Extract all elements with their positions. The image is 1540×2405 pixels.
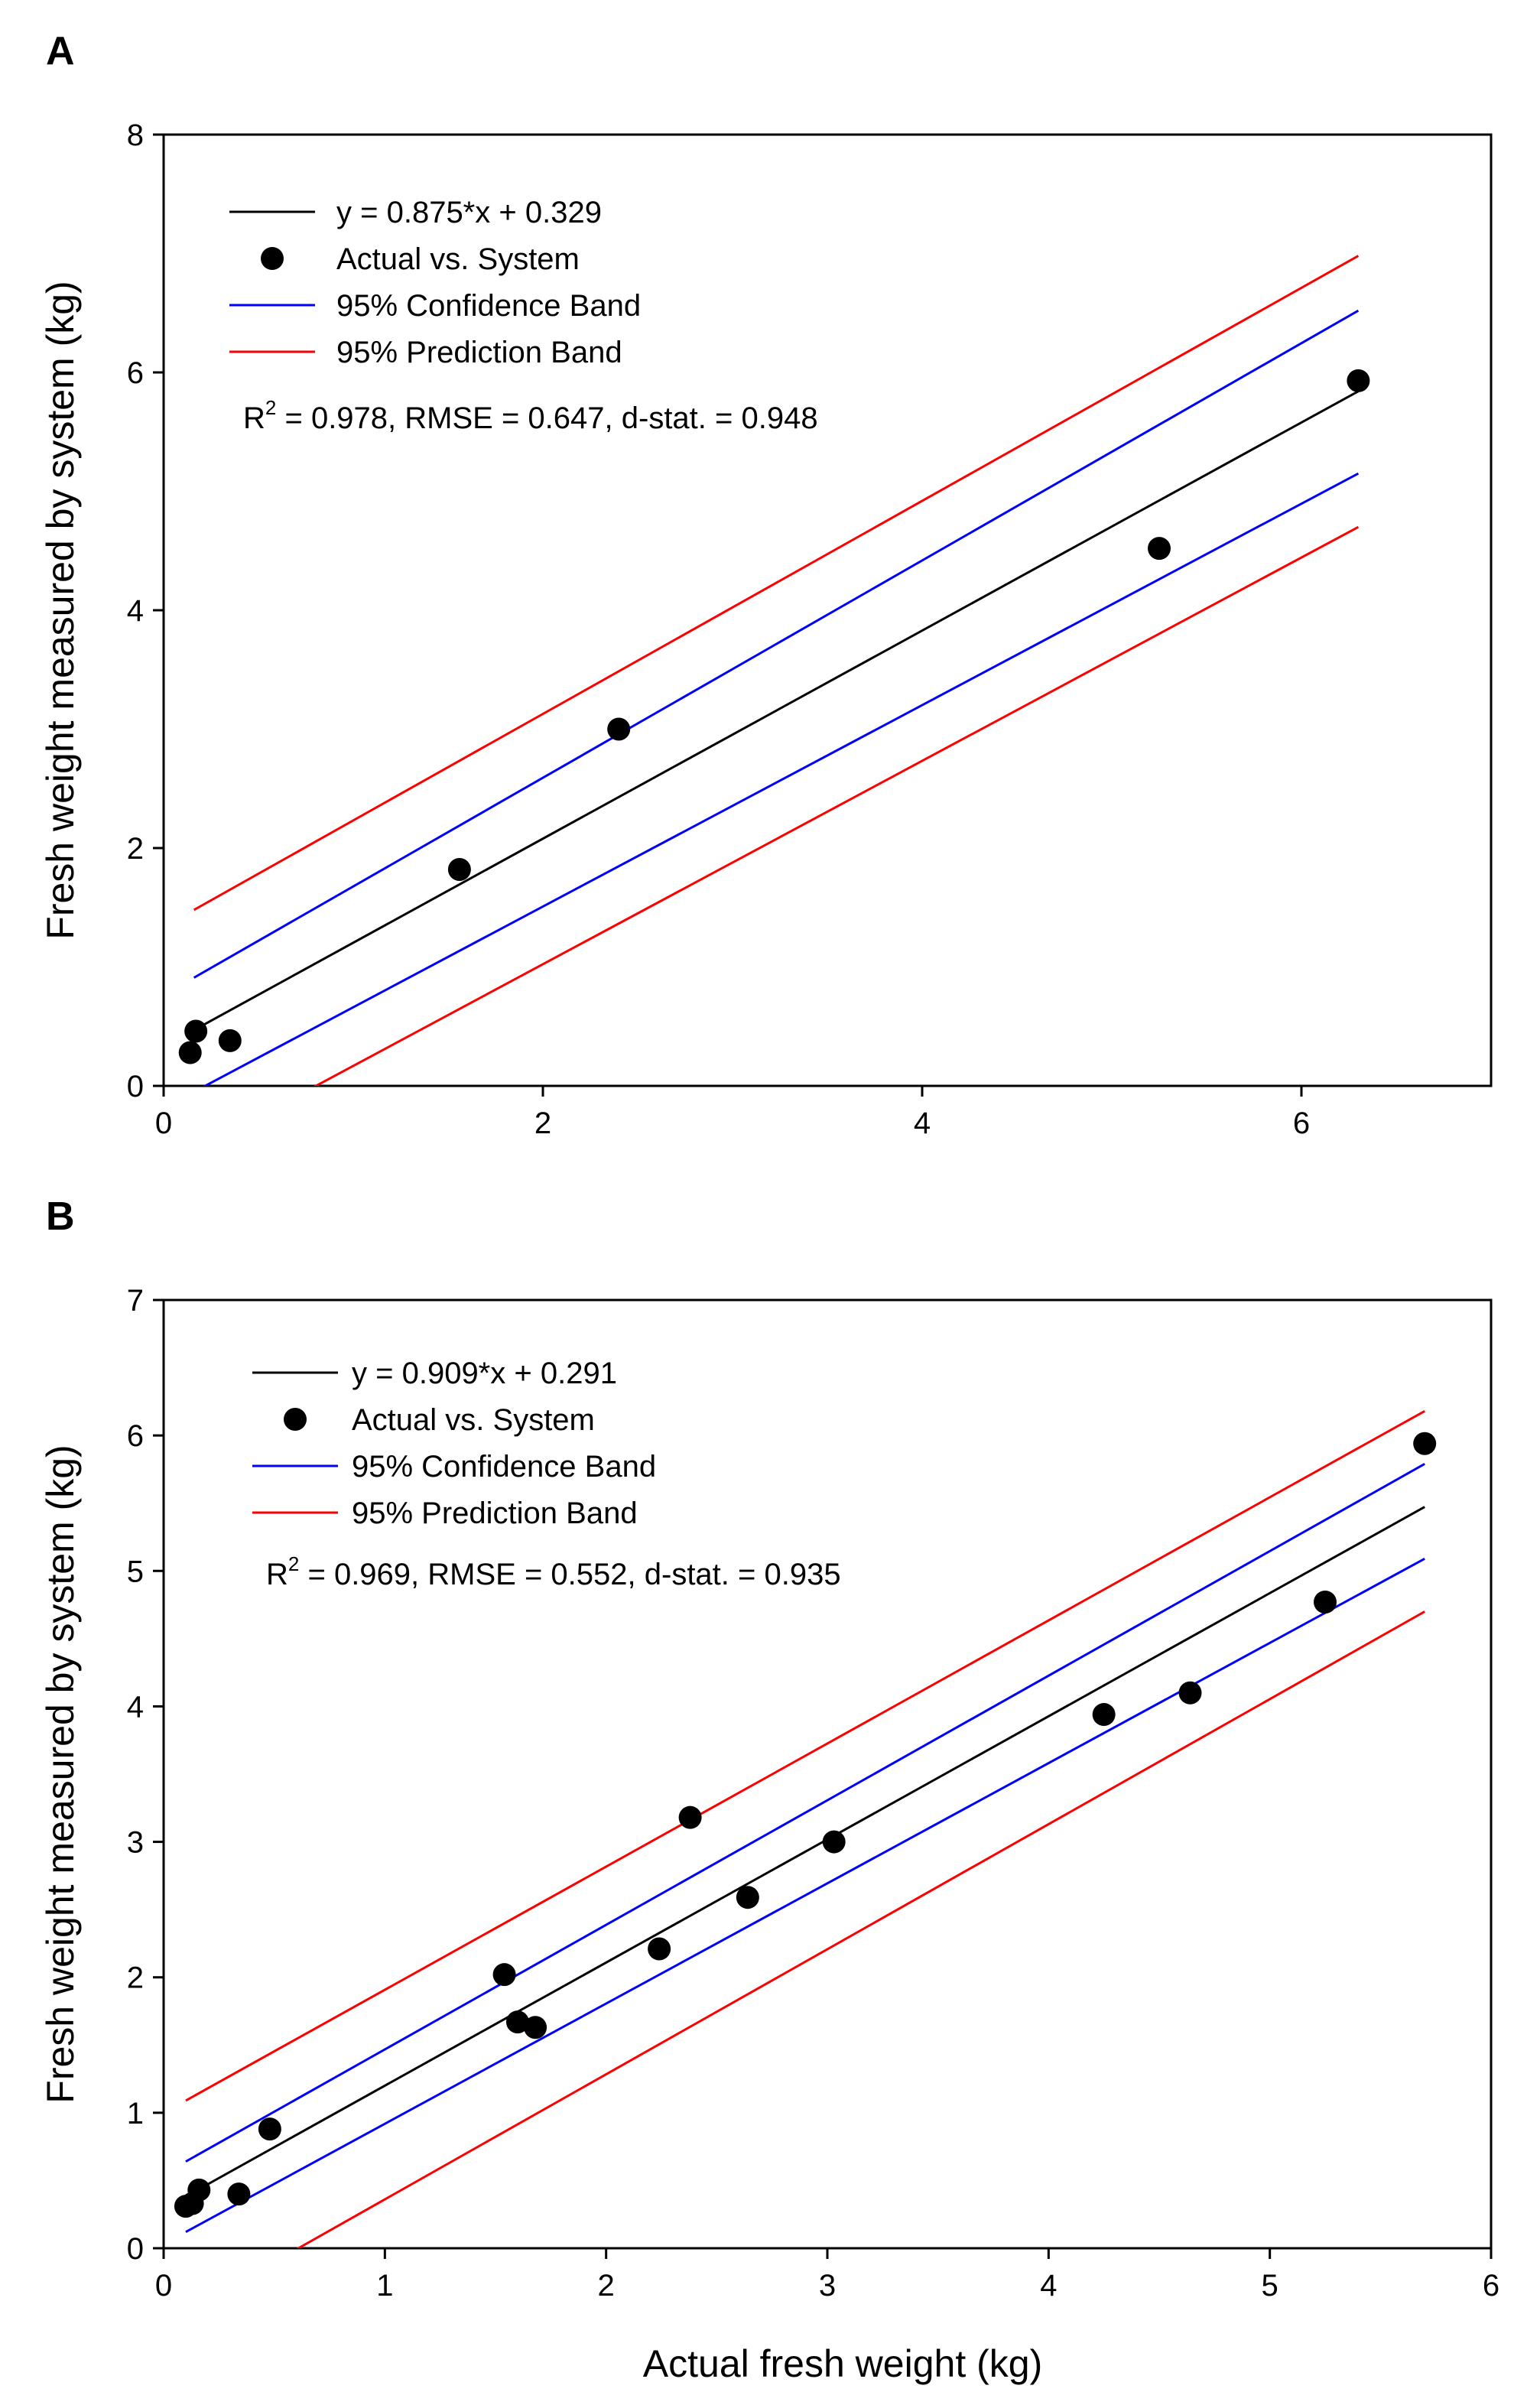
legend-label: 95% Confidence Band bbox=[352, 1450, 656, 1484]
chart-panel-B: B 0 1 2 3 4 5 6 0 1 2 3 4 5 6 7 Fresh weight measured by… bbox=[39, 1194, 1499, 2385]
x-tick-label: 2 bbox=[598, 2269, 615, 2303]
x-tick-label: 4 bbox=[914, 1107, 931, 1140]
data-point bbox=[607, 717, 631, 741]
legend: y = 0.909*x + 0.291 Actual vs. System 95% … bbox=[252, 1357, 656, 1530]
legend: y = 0.875*x + 0.329 Actual vs. System 95% … bbox=[229, 196, 641, 369]
confidence-band-lower bbox=[203, 472, 1360, 1086]
x-tick-label: 6 bbox=[1483, 2269, 1499, 2303]
x-tick-label: 0 bbox=[155, 1107, 172, 1140]
y-tick-label: 7 bbox=[127, 1284, 144, 1318]
stats-r: R bbox=[266, 1558, 288, 1591]
legend-label: 95% Confidence Band bbox=[336, 289, 641, 323]
prediction-band-upper bbox=[193, 255, 1360, 912]
data-point bbox=[648, 1937, 671, 1961]
chart-panel-A: A 0 2 4 6 0 2 4 6 8 Fresh weight measured by syste… bbox=[39, 29, 1493, 1140]
y-tick-label: 4 bbox=[127, 594, 144, 628]
legend-label: 95% Prediction Band bbox=[336, 336, 622, 369]
data-point bbox=[678, 1805, 702, 1829]
x-tick-label: 4 bbox=[1040, 2269, 1057, 2303]
series-group bbox=[193, 255, 1360, 1086]
data-point bbox=[524, 2016, 547, 2039]
y-tick-label: 6 bbox=[127, 1419, 144, 1453]
legend-swatch-marker bbox=[284, 1408, 307, 1431]
confidence-band-upper bbox=[185, 1463, 1425, 2163]
prediction-band-lower bbox=[296, 1610, 1425, 2248]
legend-label: y = 0.909*x + 0.291 bbox=[352, 1357, 617, 1390]
y-tick-label: 0 bbox=[127, 2232, 144, 2266]
plot-frame bbox=[162, 133, 1493, 1087]
y-axis-label: Fresh weight measured by system (kg) bbox=[39, 1445, 82, 2103]
stats-annotation: R2 = 0.978, RMSE = 0.647, d-stat. = 0.94… bbox=[243, 396, 818, 435]
data-point bbox=[187, 2178, 211, 2202]
data-point bbox=[492, 1963, 516, 1987]
plot-frame bbox=[162, 1298, 1493, 2250]
x-tick-label: 1 bbox=[376, 2269, 393, 2303]
y-tick-label: 2 bbox=[127, 832, 144, 866]
regression-line bbox=[193, 390, 1360, 1032]
data-point bbox=[1178, 1681, 1202, 1705]
confidence-band-upper bbox=[193, 309, 1360, 979]
series-group bbox=[185, 1409, 1425, 2248]
y-axis-label: Fresh weight measured by system (kg) bbox=[39, 281, 82, 939]
data-point bbox=[184, 1019, 208, 1043]
data-point bbox=[1148, 537, 1171, 561]
stats-values: = 0.969, RMSE = 0.552, d-stat. = 0.935 bbox=[299, 1558, 840, 1591]
legend-swatch-marker bbox=[261, 247, 284, 270]
prediction-band-lower bbox=[314, 525, 1360, 1086]
data-point bbox=[178, 1041, 202, 1064]
panel-label: A bbox=[46, 29, 75, 73]
data-point bbox=[505, 2010, 529, 2034]
stats-annotation: R2 = 0.969, RMSE = 0.552, d-stat. = 0.93… bbox=[266, 1552, 841, 1591]
data-point bbox=[227, 2182, 251, 2206]
x-tick-label: 2 bbox=[534, 1107, 551, 1140]
y-tick-label: 0 bbox=[127, 1070, 144, 1103]
panel-label: B bbox=[46, 1194, 75, 1239]
confidence-band-lower bbox=[185, 1558, 1425, 2234]
stats-r-superscript: 2 bbox=[288, 1552, 299, 1575]
y-tick-label: 4 bbox=[127, 1690, 144, 1724]
data-point bbox=[1347, 369, 1370, 392]
regression-line bbox=[185, 1506, 1425, 2198]
legend-label: 95% Prediction Band bbox=[352, 1497, 638, 1530]
y-tick-label: 1 bbox=[127, 2097, 144, 2130]
legend-label: Actual vs. System bbox=[352, 1403, 595, 1437]
y-tick-label: 5 bbox=[127, 1555, 144, 1588]
prediction-band-upper bbox=[185, 1409, 1425, 2102]
y-tick-label: 8 bbox=[127, 119, 144, 152]
data-point bbox=[1092, 1703, 1116, 1727]
x-axis-label: Actual fresh weight (kg) bbox=[643, 2342, 1042, 2385]
data-point bbox=[258, 2117, 281, 2141]
data-point bbox=[447, 857, 471, 881]
y-tick-label: 3 bbox=[127, 1826, 144, 1860]
y-tick-label: 2 bbox=[127, 1961, 144, 1995]
x-tick-label: 5 bbox=[1262, 2269, 1278, 2303]
legend-label: y = 0.875*x + 0.329 bbox=[336, 196, 602, 229]
x-tick-label: 0 bbox=[155, 2269, 172, 2303]
stats-r: R bbox=[243, 401, 265, 435]
x-tick-label: 3 bbox=[819, 2269, 836, 2303]
y-tick-label: 6 bbox=[127, 356, 144, 390]
data-point bbox=[822, 1830, 846, 1854]
data-point bbox=[736, 1886, 759, 1909]
legend-label: Actual vs. System bbox=[336, 242, 580, 276]
data-point bbox=[1413, 1432, 1437, 1455]
x-tick-label: 6 bbox=[1293, 1107, 1310, 1140]
data-point bbox=[218, 1029, 242, 1052]
stats-values: = 0.978, RMSE = 0.647, d-stat. = 0.948 bbox=[276, 401, 817, 435]
stats-r-superscript: 2 bbox=[265, 396, 276, 419]
data-point bbox=[1314, 1591, 1337, 1614]
